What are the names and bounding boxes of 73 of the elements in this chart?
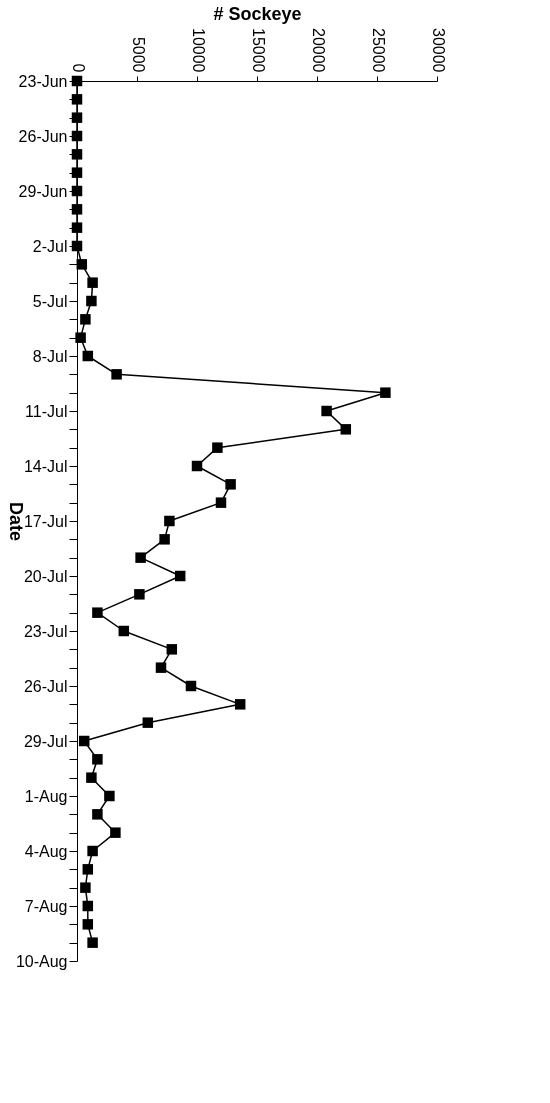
point <box>71 149 83 160</box>
point <box>82 919 94 930</box>
point <box>87 277 98 288</box>
point <box>321 405 332 417</box>
point <box>78 735 90 747</box>
point <box>86 295 97 307</box>
y-axis-title: Date <box>5 501 26 542</box>
point <box>212 442 223 453</box>
y-tick-label: 2-Jul <box>32 237 68 255</box>
point <box>92 754 103 765</box>
y-tick-label: 23-Jul <box>23 622 68 640</box>
x-axis-title: # Sockeye <box>213 4 302 25</box>
point <box>104 790 115 802</box>
y-tick-label: 4-Aug <box>24 842 68 860</box>
point <box>92 607 103 618</box>
y-tick-label: 26-Jul <box>23 677 68 695</box>
point <box>71 185 83 197</box>
y-tick-label: 29-Jun <box>18 182 68 200</box>
y-tick-label: 26-Jun <box>18 127 68 145</box>
point <box>159 534 170 545</box>
point <box>166 644 178 655</box>
point <box>118 625 130 637</box>
point <box>86 772 97 783</box>
point <box>340 424 352 435</box>
x-tick-label: 5000 <box>129 36 147 73</box>
x-tick-label: 20000 <box>309 28 327 73</box>
x-tick-label: 15000 <box>249 28 267 73</box>
point <box>234 699 246 710</box>
point <box>92 809 103 820</box>
x-tick-label: 25000 <box>369 28 387 73</box>
y-tick-label: 14-Jul <box>23 457 68 475</box>
point <box>71 204 83 215</box>
point <box>71 222 83 233</box>
point <box>142 717 154 728</box>
point <box>71 167 83 178</box>
point <box>82 900 94 912</box>
point <box>135 552 146 563</box>
point <box>82 864 94 875</box>
y-tick-label: 23-Jun <box>18 72 68 90</box>
point <box>76 259 88 270</box>
x-tick-label: 30000 <box>429 28 447 73</box>
point <box>134 589 145 600</box>
x-tick-label: 0 <box>69 63 87 73</box>
x-tick-label: 10000 <box>189 28 207 73</box>
point <box>164 515 175 527</box>
y-tick-label: 5-Jul <box>32 292 68 310</box>
y-tick-label: 20-Jul <box>23 567 68 585</box>
point <box>71 240 83 252</box>
y-tick-label: 29-Jul <box>23 732 68 750</box>
point <box>380 387 391 398</box>
point <box>111 369 122 380</box>
point <box>80 882 91 893</box>
point <box>225 479 236 490</box>
y-tick-label: 8-Jul <box>32 347 68 365</box>
y-tick-label: 1-Aug <box>24 787 68 805</box>
point <box>215 497 227 508</box>
point <box>191 460 203 472</box>
point <box>87 845 98 857</box>
point <box>71 112 83 123</box>
point <box>80 314 91 325</box>
point <box>71 94 83 105</box>
point <box>155 662 167 673</box>
point <box>82 350 94 362</box>
y-tick-label: 11-Jul <box>25 402 68 420</box>
point <box>174 570 186 582</box>
point <box>71 130 83 142</box>
y-tick-label: 17-Jul <box>23 512 68 530</box>
point <box>185 680 197 692</box>
point <box>75 332 86 343</box>
y-tick-label: 10-Aug <box>15 952 68 970</box>
point <box>110 827 121 838</box>
y-tick-label: 7-Aug <box>24 897 68 915</box>
point <box>87 937 98 948</box>
